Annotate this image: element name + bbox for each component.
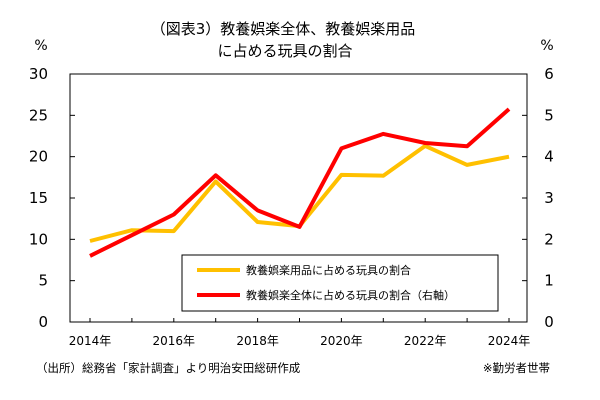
left-tick-label: 10 <box>29 230 48 248</box>
chart-title-line-2: に占める玩具の割合 <box>217 42 352 60</box>
legend: 教養娯楽用品に占める玩具の割合 教養娯楽全体に占める玩具の割合（右軸） <box>181 254 499 312</box>
x-tick-label: 2016年 <box>153 334 196 348</box>
right-tick-label: 4 <box>544 148 554 166</box>
left-axis: 0 5 10 15 20 25 30 <box>29 65 75 331</box>
x-tick-label: 2014年 <box>69 334 112 348</box>
right-tick-label: 0 <box>544 313 554 331</box>
left-tick-label: 0 <box>38 313 48 331</box>
footnote: ※勤労者世帯 <box>483 361 550 375</box>
x-tick-label: 2022年 <box>404 334 447 348</box>
series-layer <box>89 107 511 258</box>
left-tick-label: 30 <box>29 65 48 83</box>
source-note: （出所）総務省「家計調査」より明治安田総研作成 <box>36 361 301 375</box>
left-tick-label: 20 <box>29 148 48 166</box>
legend-label-red: 教養娯楽全体に占める玩具の割合（右軸） <box>246 288 455 302</box>
right-tick-label: 5 <box>544 106 554 124</box>
left-tick-label: 5 <box>38 272 48 290</box>
right-axis-unit: % <box>540 38 553 54</box>
x-tick-label: 2018年 <box>236 334 279 348</box>
chart-title-line-1: （図表3）教養娯楽全体、教養娯楽用品 <box>151 20 416 38</box>
legend-box <box>181 254 499 312</box>
left-axis-unit: % <box>34 38 47 54</box>
left-tick-label: 15 <box>29 189 48 207</box>
x-tick-label: 2020年 <box>320 334 363 348</box>
x-tick-label: 2024年 <box>488 334 531 348</box>
right-axis: 0 1 2 3 4 5 6 <box>522 65 554 331</box>
legend-label-yellow: 教養娯楽用品に占める玩具の割合 <box>246 263 411 277</box>
right-tick-label: 6 <box>544 65 554 83</box>
left-tick-label: 25 <box>29 106 48 124</box>
right-tick-label: 1 <box>544 272 554 290</box>
series-line-red <box>89 107 511 258</box>
x-axis: 2014年 2016年 2018年 2020年 2022年 2024年 <box>69 318 531 348</box>
right-tick-label: 3 <box>544 189 554 207</box>
right-tick-label: 2 <box>544 230 554 248</box>
